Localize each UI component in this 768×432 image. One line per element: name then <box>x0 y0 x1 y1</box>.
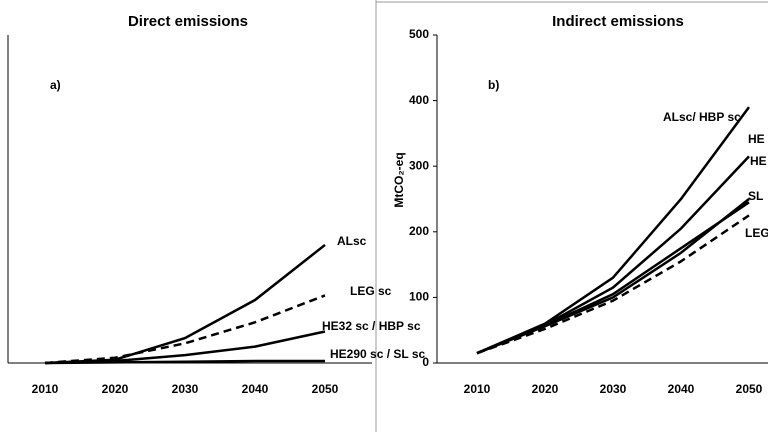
series-line <box>44 359 325 365</box>
series-label: ALsc/ HBP sc <box>663 110 741 124</box>
y-tick-label: 200 <box>409 224 429 238</box>
series-label: LEG sc <box>350 284 392 298</box>
x-tick-label: 2050 <box>736 382 763 396</box>
y-axis-label: MtCO₂-eq <box>392 152 406 207</box>
series-label: HE290 sc / SL sc <box>330 347 426 361</box>
x-tick-label: 2050 <box>312 382 339 396</box>
series-line <box>44 294 326 365</box>
x-tick-label: 2010 <box>464 382 491 396</box>
chart-title: Indirect emissions <box>552 13 684 30</box>
series-line <box>476 198 750 355</box>
series-line <box>44 243 326 365</box>
x-tick-label: 2020 <box>102 382 129 396</box>
series-line <box>44 330 326 365</box>
series-label: SL <box>748 189 763 203</box>
x-tick-label: 2030 <box>172 382 199 396</box>
x-tick-label: 2010 <box>32 382 59 396</box>
y-tick-label: 0 <box>422 355 429 369</box>
series-label: HE <box>750 154 767 168</box>
series-label: HE <box>748 132 765 146</box>
chart-title: Direct emissions <box>128 13 248 30</box>
series-label: LEG <box>745 226 768 240</box>
x-tick-label: 2020 <box>532 382 559 396</box>
panel-label: a) <box>50 78 61 92</box>
y-tick-label: 400 <box>409 93 429 107</box>
series-line <box>476 214 750 355</box>
series-line <box>476 155 750 355</box>
series-label: HE32 sc / HBP sc <box>322 319 421 333</box>
y-tick-label: 100 <box>409 290 429 304</box>
y-tick-label: 500 <box>409 27 429 41</box>
x-tick-label: 2040 <box>668 382 695 396</box>
x-tick-label: 2040 <box>242 382 269 396</box>
panel-label: b) <box>488 78 499 92</box>
y-tick-label: 300 <box>409 158 429 172</box>
x-tick-label: 2030 <box>600 382 627 396</box>
series-label: ALsc <box>337 234 367 248</box>
